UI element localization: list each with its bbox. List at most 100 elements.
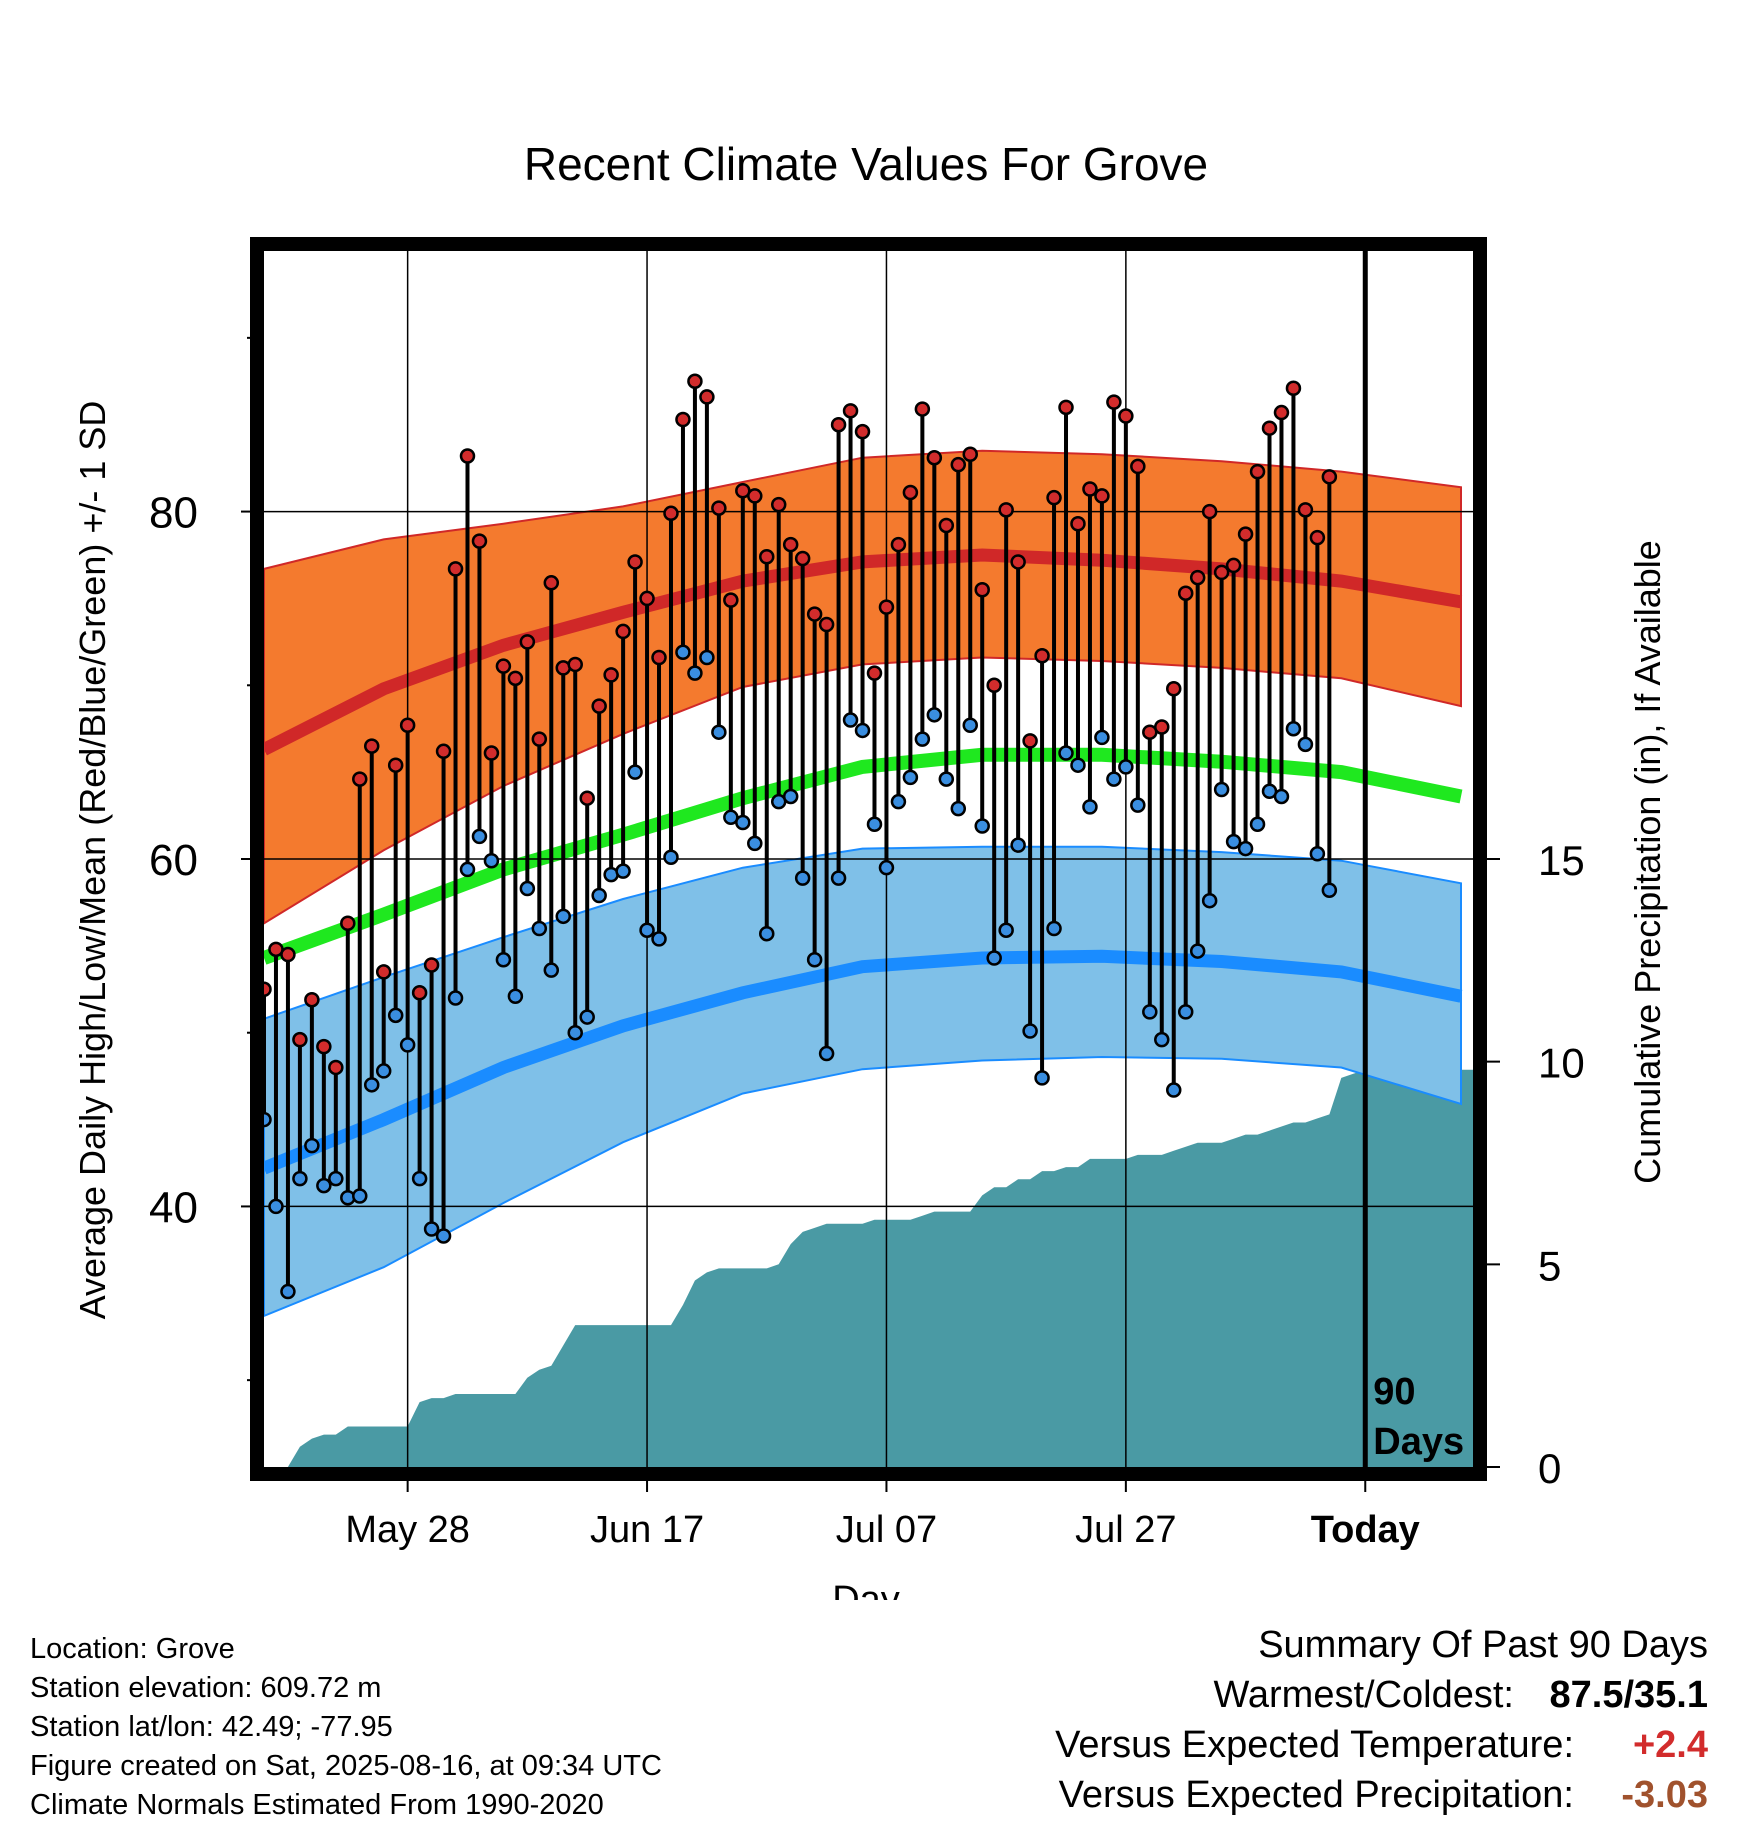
daily-low-point	[1213, 781, 1230, 798]
daily-low-point	[842, 712, 859, 728]
daily-high-point	[1010, 554, 1026, 570]
x-tick-label: Today	[1311, 1509, 1420, 1551]
summary-warmest-coldest-label: Warmest/Coldest:	[1213, 1674, 1514, 1716]
daily-low-point	[830, 870, 847, 886]
x-axis-label: Day	[832, 1579, 900, 1600]
daily-low-point	[375, 1063, 392, 1079]
daily-high-point	[471, 533, 488, 549]
daily-low-point	[950, 800, 967, 817]
daily-high-point	[579, 790, 595, 806]
today-marker-label-line2: Days	[1373, 1421, 1464, 1463]
daily-low-point	[387, 1007, 404, 1024]
daily-high-point	[304, 991, 320, 1008]
x-tick-label: Jul 27	[1075, 1509, 1176, 1551]
daily-high-point	[411, 985, 428, 1001]
summary-panel: Summary Of Past 90 Days Warmest/Coldest:…	[1055, 1620, 1708, 1820]
daily-low-point	[328, 1170, 344, 1187]
daily-low-point	[1130, 797, 1146, 813]
daily-high-point	[1225, 557, 1242, 574]
daily-high-point	[687, 373, 703, 390]
daily-high-point	[483, 745, 500, 761]
daily-high-point	[830, 416, 847, 433]
daily-low-point	[1177, 1004, 1194, 1020]
summary-precipitation-label: Versus Expected Precipitation:	[1058, 1774, 1574, 1816]
daily-high-point	[316, 1038, 332, 1055]
daily-high-point	[1321, 469, 1338, 485]
daily-high-point	[1213, 564, 1230, 581]
daily-high-point	[866, 665, 883, 681]
x-tick-label: Jul 07	[836, 1509, 937, 1551]
daily-low-point	[962, 717, 978, 733]
daily-high-point	[1249, 463, 1266, 480]
daily-high-point	[1058, 399, 1074, 416]
daily-low-point	[292, 1170, 308, 1187]
daily-low-point	[1154, 1031, 1170, 1048]
normal-mean-line	[261, 747, 1463, 965]
daily-low-point	[794, 870, 811, 886]
daily-low-point	[423, 1221, 440, 1237]
daily-high-point	[328, 1059, 344, 1076]
daily-high-point	[519, 634, 536, 650]
daily-high-point	[770, 496, 787, 513]
daily-high-point	[1297, 502, 1314, 518]
daily-low-point	[1070, 757, 1086, 773]
daily-low-point	[1249, 816, 1266, 833]
daily-high-point	[603, 667, 619, 683]
summary-warmest-coldest: Warmest/Coldest: 87.5/35.1	[1055, 1670, 1708, 1720]
daily-high-point	[986, 677, 1002, 694]
daily-low-point	[627, 764, 643, 780]
daily-low-point	[1094, 729, 1110, 746]
daily-high-point	[950, 456, 967, 473]
daily-high-point	[675, 411, 691, 428]
daily-low-point	[1058, 745, 1074, 761]
daily-low-point	[304, 1137, 320, 1154]
daily-high-point	[387, 757, 404, 773]
daily-low-point	[711, 724, 727, 740]
daily-high-point	[890, 536, 907, 553]
daily-high-point	[447, 561, 464, 577]
daily-low-point	[495, 952, 512, 968]
daily-high-point	[363, 738, 380, 754]
daily-high-point	[782, 536, 799, 553]
daily-low-point	[1142, 1004, 1158, 1020]
daily-high-point	[1273, 404, 1290, 421]
daily-high-point	[998, 502, 1014, 518]
daily-low-point	[1225, 833, 1242, 850]
daily-low-point	[926, 707, 943, 723]
summary-temperature: Versus Expected Temperature: +2.4	[1055, 1720, 1708, 1770]
plot-frame	[250, 237, 1487, 1481]
daily-low-point	[316, 1177, 332, 1194]
daily-high-point	[1201, 503, 1218, 520]
daily-low-point	[759, 925, 775, 942]
info-location: Location: Grove	[30, 1633, 235, 1665]
daily-high-point	[711, 500, 727, 516]
daily-high-point	[663, 505, 679, 522]
info-normals-period: Climate Normals Estimated From 1990-2020	[30, 1789, 604, 1821]
daily-low-point	[1273, 788, 1290, 805]
daily-low-point	[818, 1045, 835, 1062]
daily-high-point	[974, 581, 990, 598]
daily-high-point	[352, 771, 368, 787]
daily-low-point	[651, 931, 667, 947]
daily-high-point	[1261, 420, 1278, 436]
daily-low-point	[938, 771, 955, 787]
daily-high-point	[1082, 481, 1098, 497]
daily-low-point	[352, 1188, 368, 1204]
daily-high-point	[507, 670, 524, 687]
daily-high-point	[818, 616, 835, 633]
daily-high-point	[699, 389, 715, 405]
daily-high-point	[280, 946, 296, 963]
daily-high-point	[1046, 489, 1062, 506]
daily-low-point	[531, 920, 548, 937]
daily-low-point	[890, 793, 907, 810]
daily-high-point	[854, 423, 871, 440]
daily-high-point	[591, 698, 607, 714]
daily-high-point	[615, 623, 631, 640]
daily-low-point	[399, 1037, 416, 1053]
daily-high-point	[747, 488, 763, 504]
daily-high-point	[902, 484, 919, 501]
daily-low-point	[747, 835, 763, 852]
daily-low-point	[914, 731, 931, 747]
daily-low-point	[902, 769, 919, 786]
summary-warmest-coldest-value: 87.5/35.1	[1549, 1674, 1708, 1716]
